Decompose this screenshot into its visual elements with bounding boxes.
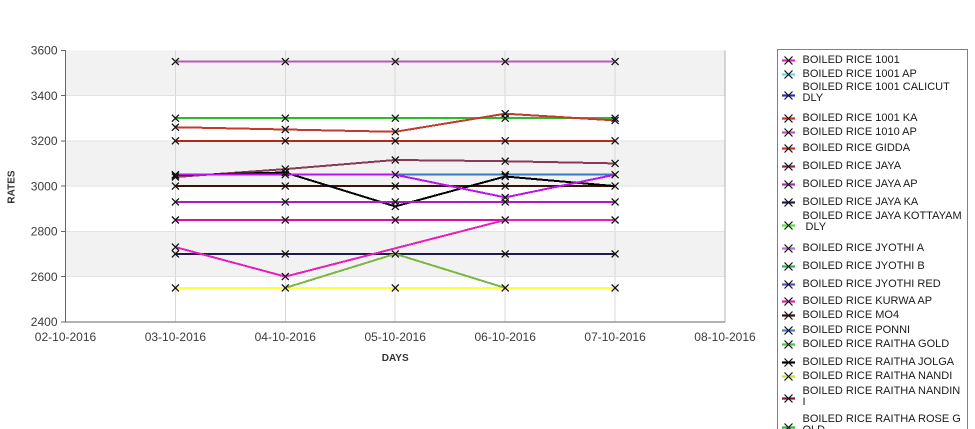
svg-text:3000: 3000 [31, 179, 58, 193]
svg-text:04-10-2016: 04-10-2016 [255, 330, 317, 344]
svg-text:2800: 2800 [31, 225, 58, 239]
svg-text:02-10-2016: 02-10-2016 [35, 330, 97, 344]
svg-text:2400: 2400 [31, 315, 58, 329]
svg-text:3600: 3600 [31, 44, 58, 58]
svg-text:3200: 3200 [31, 134, 58, 148]
svg-text:3400: 3400 [31, 89, 58, 103]
svg-text:2600: 2600 [31, 270, 58, 284]
svg-text:03-10-2016: 03-10-2016 [145, 330, 207, 344]
svg-text:07-10-2016: 07-10-2016 [584, 330, 646, 344]
svg-text:RATES: RATES [7, 170, 18, 203]
svg-text:08-10-2016: 08-10-2016 [694, 330, 756, 344]
svg-text:06-10-2016: 06-10-2016 [475, 330, 537, 344]
svg-text:DAYS: DAYS [382, 353, 409, 364]
svg-text:05-10-2016: 05-10-2016 [365, 330, 427, 344]
